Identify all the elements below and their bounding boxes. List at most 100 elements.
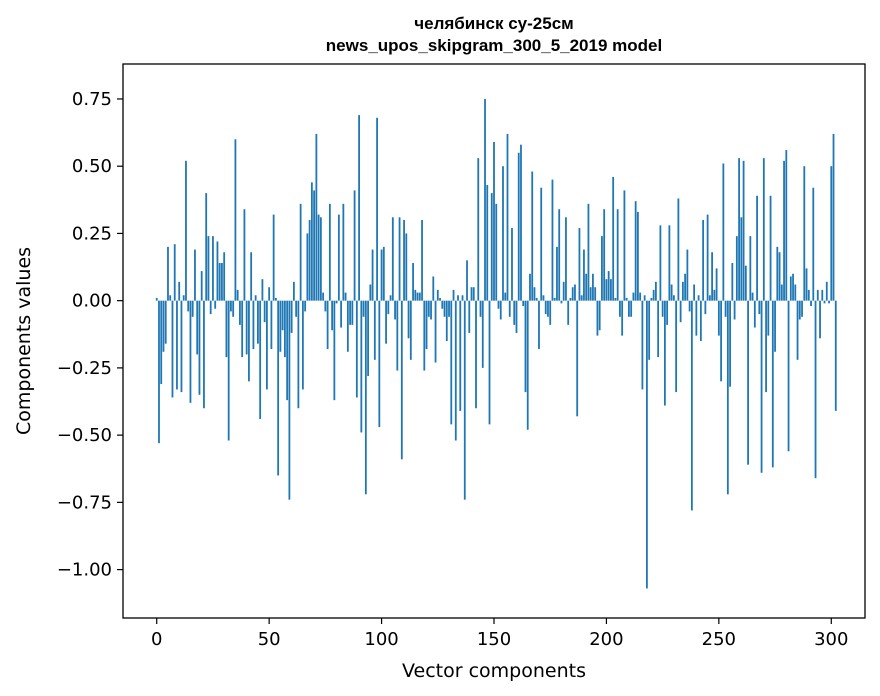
y-tick-label: 0.00: [72, 291, 112, 312]
bar-12: [182, 295, 185, 301]
bar-29: [221, 263, 223, 301]
bar-32: [227, 300, 230, 441]
bar-241: [697, 295, 700, 301]
bar-79: [333, 300, 336, 401]
bar-7: [171, 300, 174, 398]
bar-5: [167, 246, 169, 301]
bar-215: [639, 292, 642, 301]
bar-274: [771, 300, 774, 468]
bar-62: [295, 300, 298, 317]
bar-231: [675, 300, 678, 393]
bar-239: [693, 284, 696, 301]
bar-108: [398, 217, 401, 301]
bar-211: [630, 300, 633, 317]
bar-250: [717, 300, 720, 336]
bar-212: [632, 292, 635, 301]
bar-39: [243, 209, 246, 301]
bar-70: [313, 190, 316, 301]
bar-68: [308, 219, 311, 301]
bar-120: [425, 300, 428, 350]
bar-117: [418, 292, 421, 301]
bar-279: [783, 160, 785, 301]
bar-73: [319, 217, 322, 301]
bar-83: [342, 203, 345, 301]
bar-179: [558, 209, 561, 301]
bar-235: [684, 273, 687, 301]
bar-257: [733, 300, 736, 320]
bar-144: [479, 300, 482, 317]
bar-19: [198, 300, 201, 395]
bar-139: [468, 300, 471, 333]
bar-93: [364, 300, 367, 495]
bar-232: [677, 198, 680, 301]
bar-196: [596, 300, 599, 336]
bar-43: [252, 300, 255, 350]
bar-91: [360, 300, 363, 433]
bar-146: [484, 98, 486, 301]
bar-130: [448, 300, 450, 317]
bar-114: [412, 263, 414, 301]
x-tick-label: 300: [814, 629, 848, 650]
bar-276: [776, 246, 779, 301]
bar-265: [751, 292, 754, 301]
bar-106: [394, 300, 396, 320]
bar-267: [756, 195, 758, 301]
bar-127: [441, 300, 444, 309]
bar-157: [508, 300, 511, 317]
bar-172: [542, 295, 545, 301]
bar-124: [434, 300, 437, 363]
bar-248: [713, 289, 716, 301]
bar-100: [380, 249, 383, 301]
bar-96: [371, 249, 374, 301]
bar-109: [400, 300, 403, 460]
bar-290: [807, 289, 810, 301]
bar-271: [765, 300, 767, 393]
bar-42: [250, 252, 253, 301]
bar-225: [661, 300, 664, 317]
bar-6: [169, 295, 172, 301]
x-tick-label: 0: [151, 629, 162, 650]
bar-256: [731, 263, 734, 301]
bar-123: [432, 276, 435, 301]
bar-38: [241, 300, 244, 358]
x-tick-label: 200: [589, 629, 623, 650]
bar-226: [663, 300, 666, 406]
bar-221: [652, 289, 655, 301]
bar-193: [589, 287, 592, 301]
bar-131: [450, 300, 453, 425]
bar-34: [232, 300, 235, 317]
bar-198: [601, 236, 603, 301]
bar-30: [223, 252, 226, 301]
bar-302: [834, 300, 837, 411]
bar-259: [738, 158, 740, 301]
bar-52: [272, 214, 275, 301]
bar-283: [792, 273, 794, 301]
bar-174: [547, 300, 549, 317]
bar-224: [659, 225, 662, 301]
bar-277: [778, 252, 781, 301]
bar-208: [623, 190, 626, 301]
bar-16: [191, 300, 194, 317]
bar-143: [477, 158, 480, 301]
bar-66: [304, 300, 307, 312]
bar-207: [621, 300, 624, 336]
bar-168: [533, 287, 536, 301]
bar-254: [726, 300, 729, 495]
bar-217: [643, 295, 646, 301]
bar-76: [326, 300, 329, 350]
plot-frame: [122, 63, 866, 619]
bar-154: [502, 166, 504, 301]
bar-140: [470, 287, 473, 301]
bar-75: [324, 300, 327, 312]
bar-60: [290, 300, 293, 333]
bar-156: [506, 133, 509, 301]
bar-115: [414, 289, 417, 301]
bar-0: [155, 297, 158, 301]
bar-191: [585, 273, 588, 301]
bar-63: [297, 300, 300, 409]
bar-121: [427, 300, 430, 317]
bar-11: [180, 300, 183, 393]
bar-132: [452, 289, 455, 301]
bar-134: [457, 295, 459, 301]
